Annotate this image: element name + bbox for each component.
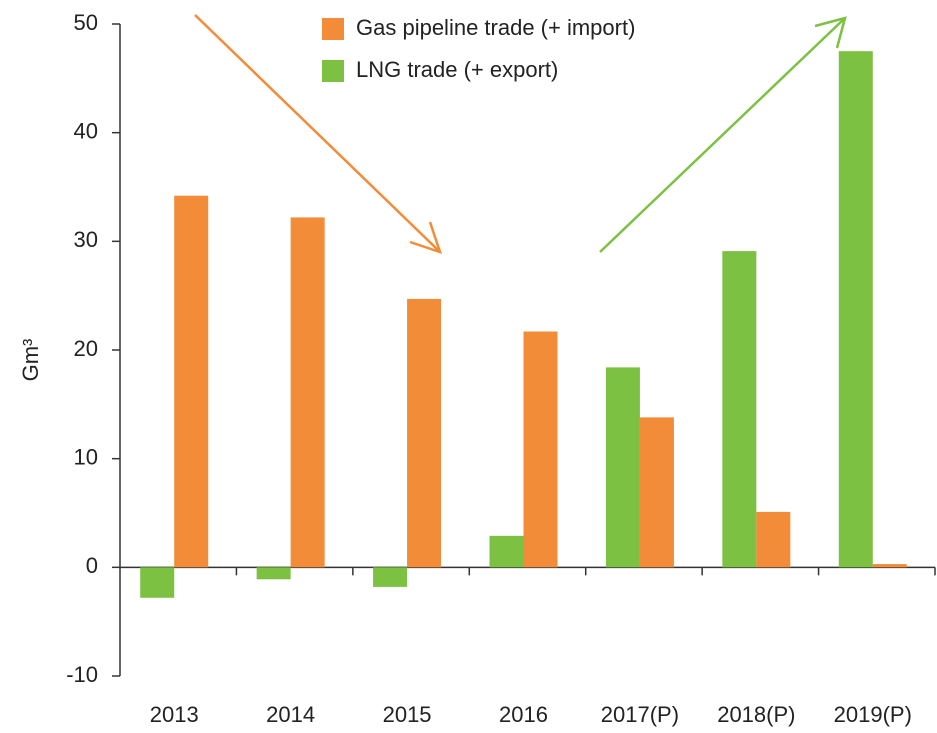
y-tick-label: 10 <box>74 444 98 469</box>
bar <box>174 195 209 568</box>
x-tick-label: 2017(P) <box>601 702 679 727</box>
x-tick-label: 2016 <box>499 702 548 727</box>
bar <box>722 251 757 568</box>
x-tick-label: 2015 <box>383 702 432 727</box>
legend-swatch <box>322 18 344 40</box>
bar <box>605 367 640 568</box>
y-tick-label: 50 <box>74 10 98 35</box>
bar <box>140 567 175 598</box>
x-tick-label: 2018(P) <box>717 702 795 727</box>
y-tick-label: 0 <box>86 553 98 578</box>
x-tick-label: 2013 <box>150 702 199 727</box>
bar <box>756 511 791 568</box>
legend-label: LNG trade (+ export) <box>356 57 558 82</box>
y-tick-label: 20 <box>74 336 98 361</box>
bar <box>256 567 291 580</box>
x-tick-label: 2019(P) <box>834 702 912 727</box>
y-tick-label: 30 <box>74 227 98 252</box>
bar <box>489 535 524 568</box>
bar <box>373 567 408 587</box>
trend-arrows <box>194 14 847 254</box>
y-axis-label: Gm³ <box>18 339 43 382</box>
x-tick-label: 2014 <box>266 702 315 727</box>
bar <box>523 331 558 568</box>
bar <box>639 417 674 568</box>
bar <box>290 217 325 568</box>
bar <box>872 564 907 568</box>
legend-label: Gas pipeline trade (+ import) <box>356 15 635 40</box>
bar <box>838 51 873 568</box>
y-tick-label: -10 <box>66 662 98 687</box>
bar <box>407 298 442 568</box>
legend-swatch <box>322 60 344 82</box>
y-tick-label: 40 <box>74 118 98 143</box>
